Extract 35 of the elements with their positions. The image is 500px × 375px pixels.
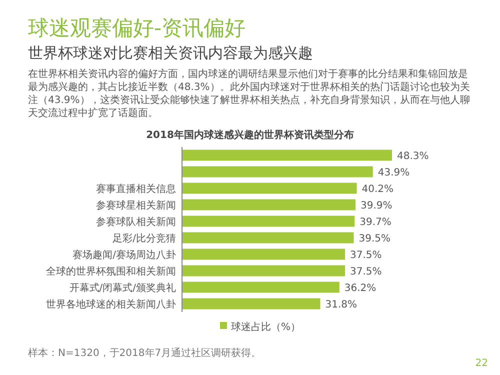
y-tick-label: 赛场趣闻/赛场周边八卦 <box>72 248 176 261</box>
text: 在世界杯相关资讯内容的偏好方面，国内球迷的调研结果显示他们对于赛事的比分结果和集锦回放是最为感兴趣的，其占比接近半数（48.3%）。此外国内球迷对于世界杯相关的热门话题讨论也较为关注（43.9%），这类资讯让受众能够快速了解世界杯相关热点，补充自身背景知识，从而在与他人聊天交流过程中扩宽了话题面。 <box>28 68 471 120</box>
data-label: 37.5% <box>350 250 382 261</box>
y-tick-label: 全球的世界杯氛围和相关新闻 <box>46 265 176 278</box>
bar <box>182 265 346 276</box>
data-label: 31.8% <box>325 299 358 310</box>
y-tick-label: 参赛球队相关新闻 <box>96 216 176 228</box>
bar <box>182 166 373 178</box>
data-label: 48.3% <box>397 150 429 162</box>
bar <box>182 150 392 161</box>
chart-subtitle: 世界杯球迷对比赛相关资讯内容最为感兴趣 <box>28 44 313 63</box>
legend-label: 球迷占比（%） <box>231 321 301 333</box>
bar <box>182 216 355 227</box>
y-tick-label: 赛事直播相关信息 <box>96 182 176 195</box>
data-label: 39.5% <box>358 233 391 244</box>
y-tick-label: 参赛球星相关新闻 <box>96 199 176 212</box>
chart-title: 球迷观赛偏好-资讯偏好 <box>28 15 246 42</box>
bar <box>182 248 346 260</box>
y-tick-label: 世界各地球迷的相关新闻八卦 <box>46 298 176 310</box>
bar <box>182 232 354 244</box>
data-label: 40.2% <box>362 184 394 195</box>
data-label: 43.9% <box>378 167 410 178</box>
bar <box>182 282 340 293</box>
data-label: 39.9% <box>360 200 392 212</box>
text: 样本：N=1320，于2018年7月通过社区调研获得。 <box>28 347 262 359</box>
bar <box>182 182 357 194</box>
y-tick-label: 开幕式/闭幕式/颁奖典礼 <box>69 282 176 294</box>
bar <box>182 199 356 210</box>
data-label: 36.2% <box>344 282 376 294</box>
data-label: 37.5% <box>350 266 382 278</box>
data-label: 39.7% <box>360 216 392 228</box>
y-tick-label: 足彩/比分竞猜 <box>112 232 176 244</box>
bar <box>182 298 320 310</box>
text: 22 <box>475 358 488 369</box>
text: 2018年国内球迷感兴趣的世界杯资讯类型分布 <box>146 129 354 141</box>
